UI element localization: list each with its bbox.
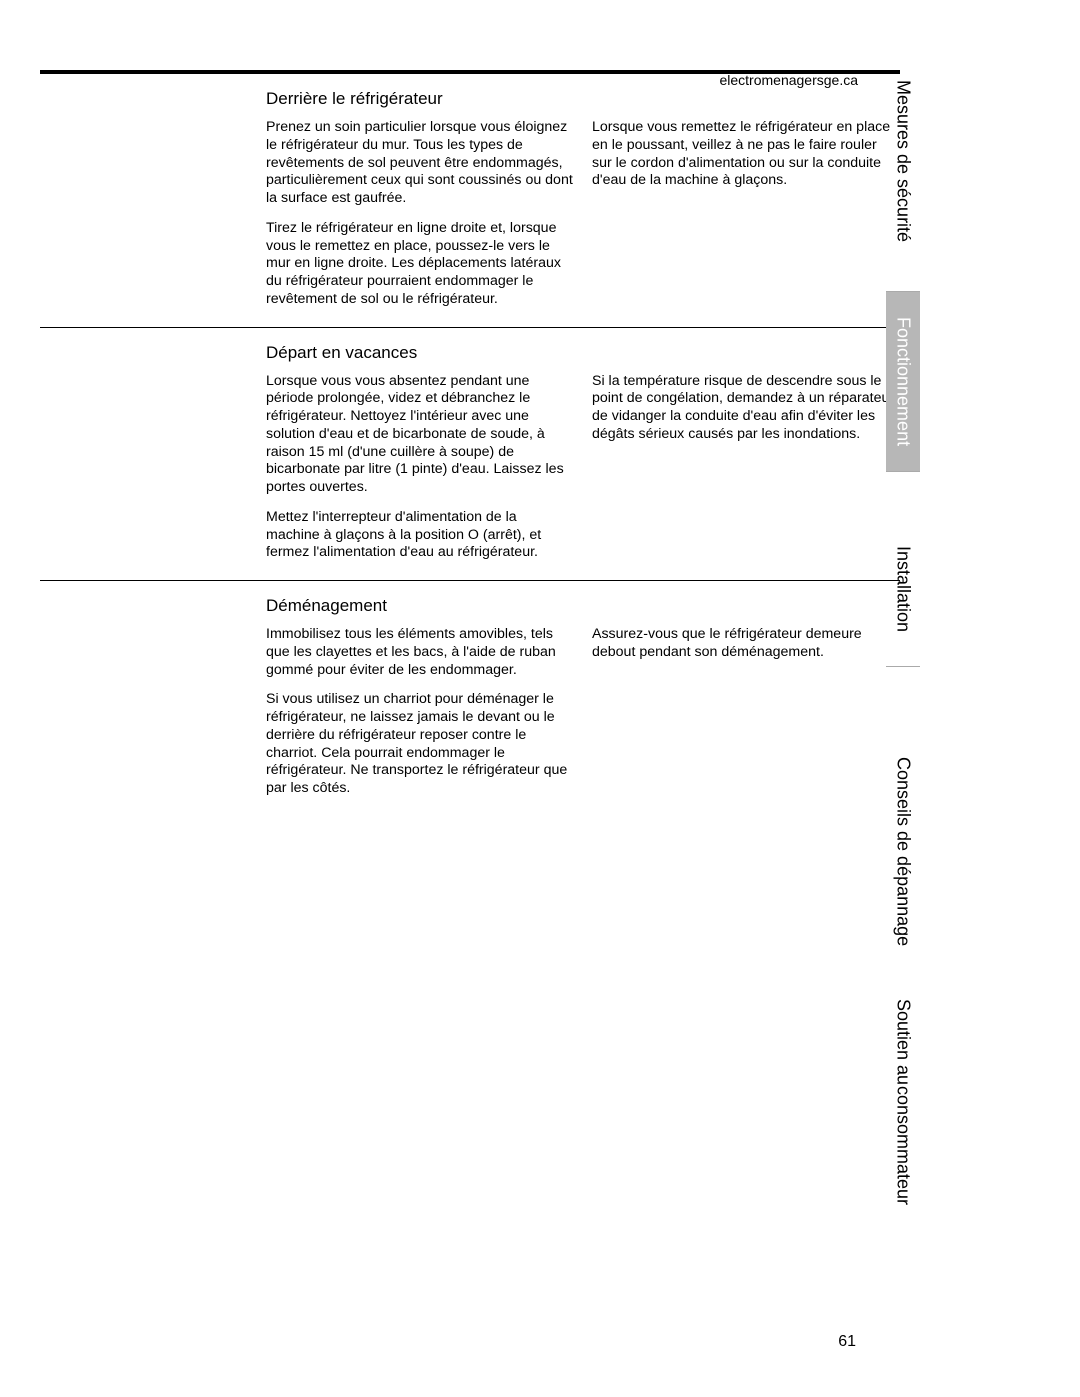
paragraph: Lorsque vous remettez le réfrigérateur e… [592,119,900,190]
page-number: 61 [838,1333,856,1351]
tab-spacer [886,472,920,512]
column-right: Si la température risque de descendre so… [592,373,900,563]
paragraph: Si la température risque de descendre so… [592,373,900,444]
section-vacation: Départ en vacances Lorsque vous vous abs… [40,328,900,581]
column-left: Immobilisez tous les éléments amovibles,… [266,626,574,798]
tab-security[interactable]: Mesures de sécurité [886,32,920,292]
paragraph: Si vous utilisez un charriot pour déména… [266,691,574,798]
tab-label-line1: Soutien au [893,999,914,1085]
tab-operation[interactable]: Fonctionnement [886,292,920,472]
column-right: Lorsque vous remettez le réfrigérateur e… [592,119,900,309]
tab-label-line2: consommateur [893,1086,914,1205]
paragraph: Prenez un soin particulier lorsque vous … [266,119,574,208]
paragraph: Tirez le réfrigérateur en ligne droite e… [266,220,574,309]
section-title: Derrière le réfrigérateur [266,89,900,109]
tab-spacer [886,667,920,707]
header-url: electromenagersge.ca [719,72,858,88]
section-moving: Déménagement Immobilisez tous les élémen… [40,581,900,816]
tab-consumer-support[interactable]: Soutien au consommateur [886,997,920,1207]
column-left: Lorsque vous vous absentez pendant une p… [266,373,574,563]
paragraph: Assurez-vous que le réfrigérateur demeur… [592,626,900,662]
tab-installation[interactable]: Installation [886,512,920,667]
paragraph: Lorsque vous vous absentez pendant une p… [266,373,574,497]
paragraph: Immobilisez tous les éléments amovibles,… [266,626,574,679]
section-title: Déménagement [266,596,900,616]
section-behind-refrigerator: Derrière le réfrigérateur Prenez un soin… [40,74,900,327]
column-right: Assurez-vous que le réfrigérateur demeur… [592,626,900,798]
section-title: Départ en vacances [266,343,900,363]
paragraph: Mettez l'interrepteur d'alimentation de … [266,509,574,562]
column-left: Prenez un soin particulier lorsque vous … [266,119,574,309]
tab-troubleshooting[interactable]: Conseils de dépannage [886,707,920,997]
sidebar-tabs: Mesures de sécurité Fonctionnement Insta… [886,32,920,1352]
